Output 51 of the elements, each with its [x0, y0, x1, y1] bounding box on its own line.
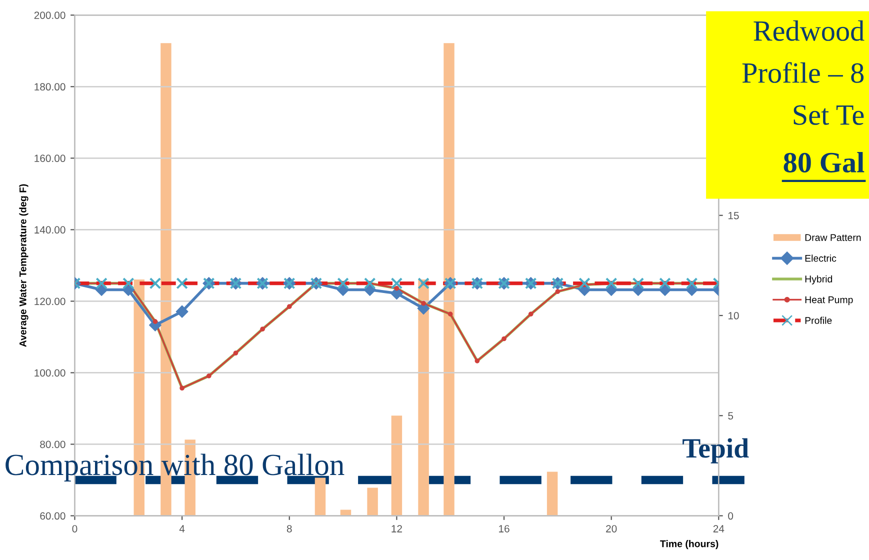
x-axis-title: Time (hours)	[660, 540, 718, 550]
x-tick-label: 8	[286, 525, 292, 532]
y-axis-title: Average Water Temperature (deg F)	[19, 184, 28, 347]
y2-tick-label: 15	[728, 212, 739, 220]
point	[337, 277, 349, 290]
legend-label: Draw Pattern	[805, 234, 861, 242]
y-tick-label: 140.00	[34, 226, 66, 234]
annotation: Comparison with 80 Gallon	[6, 454, 344, 482]
x-tick-label: 20	[606, 525, 617, 532]
point	[686, 277, 698, 290]
bar	[444, 43, 454, 516]
point	[632, 277, 644, 290]
bar	[546, 472, 558, 516]
x-tick-label: 4	[179, 525, 185, 532]
text: Redwood	[754, 20, 864, 41]
bar	[367, 488, 378, 516]
bar	[314, 478, 326, 516]
y-tick-label: 120.00	[34, 298, 66, 306]
point	[659, 277, 671, 290]
point	[149, 277, 162, 290]
y-tick-label: 80.00	[40, 440, 66, 448]
bar	[391, 416, 402, 516]
text: 80 Gal	[784, 152, 864, 172]
y2-tick-label: 5	[728, 412, 734, 420]
y2-tick-label: 0	[728, 512, 734, 520]
text: Profile – 8	[742, 62, 864, 83]
y-tick-label: 180.00	[34, 83, 66, 91]
legend-label: Heat Pump	[805, 296, 853, 306]
y2-tick-label: 10	[728, 312, 739, 320]
x-tick-label: 0	[72, 525, 78, 532]
point	[176, 277, 188, 290]
x-tick-label: 24	[713, 525, 724, 532]
point	[96, 277, 108, 290]
legend-label: Electric	[805, 254, 836, 262]
x-tick-label: 12	[392, 525, 402, 532]
point	[605, 277, 618, 290]
point	[418, 277, 430, 290]
legend-label: Hybrid	[805, 275, 832, 284]
legend-label: Profile	[805, 316, 832, 324]
y-tick-label: 60.00	[40, 512, 66, 520]
y-tick-label: 200.00	[34, 12, 66, 19]
point	[390, 277, 403, 290]
point	[364, 277, 376, 290]
annotation: Tepid	[682, 438, 749, 464]
y-tick-label: 160.00	[34, 154, 66, 162]
bar	[418, 279, 429, 516]
point	[578, 277, 590, 290]
x-tick-label: 16	[499, 525, 510, 532]
point	[122, 277, 134, 290]
text: Set Te	[794, 105, 864, 125]
y-tick-label: 100.00	[34, 369, 66, 377]
